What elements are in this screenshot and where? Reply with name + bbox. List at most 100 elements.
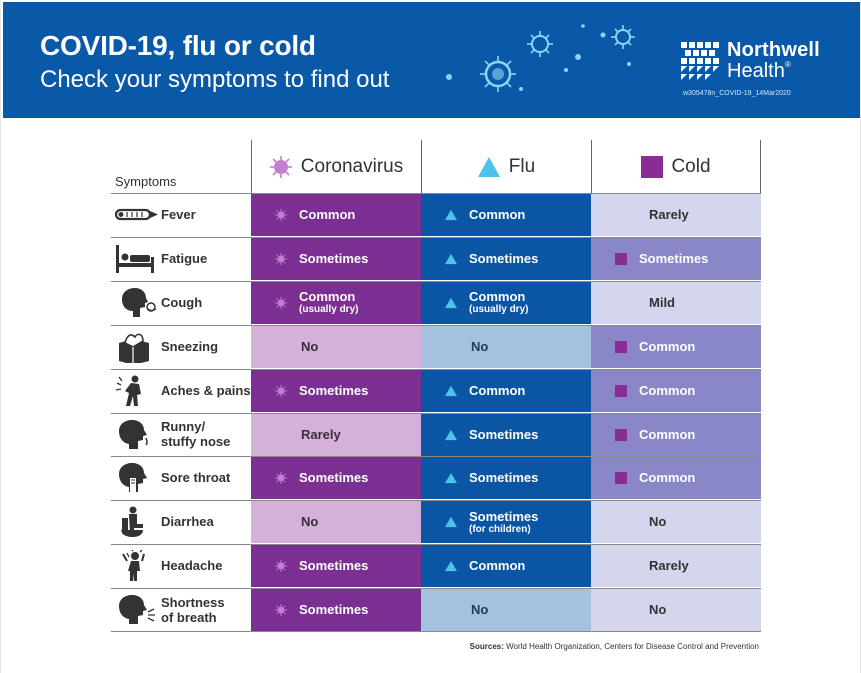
symptom-label: Shortness of breath (161, 594, 225, 625)
triangle-marker-icon (445, 297, 457, 308)
table-row: Sneezing No No Common (111, 324, 761, 368)
symptom-cell: Cough (111, 281, 251, 324)
flu-cell: Common (421, 194, 591, 236)
coronavirus-value: Sometimes (299, 470, 369, 486)
flu-value: Common (469, 207, 526, 222)
symptom-label: Headache (161, 558, 223, 574)
sources-note: Sources: World Health Organization, Cent… (469, 642, 759, 651)
symptom-cell: Sore throat (111, 456, 251, 499)
symptom-label: Aches & pains (161, 382, 251, 398)
thermometer-icon (114, 208, 158, 221)
flu-cell: Sometimes (421, 237, 591, 280)
cough-icon (122, 287, 157, 317)
table-row: Shortness of breath Sometimes No No (111, 588, 761, 632)
cold-cell: Rarely (591, 194, 761, 236)
symptom-label: Diarrhea (161, 514, 214, 530)
square-marker-icon (615, 252, 627, 265)
cold-cell: Sometimes (591, 237, 761, 280)
flu-cell: Common (421, 545, 591, 588)
table-row: Diarrhea No Sometimes (for children) No (111, 500, 761, 544)
square-icon (641, 155, 664, 178)
cold-cell: No (591, 589, 761, 632)
symptom-label: Cough (161, 294, 203, 310)
column-label-coronavirus: Coronavirus (300, 155, 404, 177)
coronavirus-cell: No (251, 325, 421, 368)
column-header-flu: Flu (421, 140, 591, 193)
header-divider (421, 140, 422, 193)
flu-value: No (471, 338, 489, 354)
coronavirus-cell: Sometimes (251, 545, 421, 588)
flu-value: Sometimes (469, 426, 539, 442)
row-divider (111, 280, 761, 282)
triangle-marker-icon (445, 429, 457, 440)
flu-value: Sometimes (469, 470, 539, 486)
virus-marker-icon (275, 209, 287, 221)
symptom-cell: Fatigue (111, 237, 251, 280)
table-bottom-border (111, 631, 761, 632)
flu-value: No (471, 602, 489, 618)
coronavirus-value: No (301, 338, 319, 354)
flu-cell: Common (421, 369, 591, 412)
symptom-cell: Shortness of breath (111, 588, 251, 631)
column-label-cold: Cold (671, 155, 711, 177)
table-row: Aches & pains Sometimes Common Common (111, 368, 761, 412)
symptom-label: Runny/stuffy nose (161, 419, 231, 449)
cold-value: No (649, 602, 667, 618)
header-divider (760, 140, 761, 193)
symptom-label: Fever (161, 207, 196, 222)
square-marker-icon (615, 340, 627, 353)
coronavirus-cell: Sometimes (251, 457, 421, 500)
symptom-cell: Headache (111, 544, 251, 587)
breath-icon (119, 595, 155, 625)
northwell-logo: Northwell Health® w305478n_COVID-19_14Ma… (681, 39, 851, 97)
cold-value: Common (639, 338, 696, 354)
cold-value: Sometimes (639, 250, 709, 266)
symptom-cell: Sneezing (111, 325, 251, 368)
row-divider (111, 412, 761, 414)
triangle-marker-icon (445, 385, 457, 396)
symptom-cell: Fever (111, 193, 251, 236)
table-row: Fatigue Sometimes Sometimes Sometimes (111, 236, 761, 280)
cold-value: Common (639, 426, 696, 442)
triangle-marker-icon (445, 473, 457, 484)
coronavirus-value: Sometimes (299, 250, 369, 266)
symptom-label: Sore throat (161, 470, 231, 486)
cold-cell: Rarely (591, 545, 761, 588)
virus-icon (269, 155, 292, 178)
cold-value: Rarely (649, 207, 689, 222)
virus-marker-icon (275, 472, 287, 485)
coronavirus-cell: Sometimes (251, 369, 421, 412)
cold-value: Rarely (649, 558, 689, 574)
cold-cell: Common (591, 413, 761, 456)
virus-marker-icon (275, 604, 287, 617)
header-banner: COVID-19, flu or cold Check your symptom… (3, 2, 860, 118)
virus-marker-icon (275, 560, 287, 573)
table-row: Fever Common Common Rarely (111, 193, 761, 236)
coronavirus-value: Common (usually dry) (299, 289, 359, 316)
table-row: Sore throat Sometimes Sometimes Common (111, 456, 761, 500)
triangle-marker-icon (445, 253, 457, 265)
document-code: w305478n_COVID-19_14Mar2020 (683, 90, 791, 97)
flu-cell: Sometimes (for children) (421, 501, 591, 544)
cold-cell: Common (591, 369, 761, 412)
coronavirus-value: Sometimes (299, 382, 369, 398)
triangle-marker-icon (445, 561, 457, 572)
aching-person-icon (115, 375, 141, 406)
cold-value: Common (639, 382, 696, 398)
northwell-logo-mark-icon (681, 42, 719, 80)
symptom-cell: Diarrhea (111, 500, 251, 543)
flu-value: Common (469, 558, 526, 574)
symptom-label: Fatigue (161, 250, 208, 266)
bed-icon (116, 244, 154, 273)
table-row: Runny/stuffy nose Rarely Sometimes Commo… (111, 412, 761, 456)
square-marker-icon (615, 472, 627, 485)
cold-value: No (649, 514, 667, 530)
headache-icon (122, 550, 145, 582)
table-row: Cough Common (usually dry) Common (usually… (111, 280, 761, 324)
sore-throat-icon (119, 463, 147, 493)
row-divider (111, 500, 761, 502)
flu-value: Common (usually dry) (469, 289, 529, 316)
column-header-cold: Cold (591, 140, 761, 193)
coronavirus-value: Rarely (301, 426, 341, 442)
